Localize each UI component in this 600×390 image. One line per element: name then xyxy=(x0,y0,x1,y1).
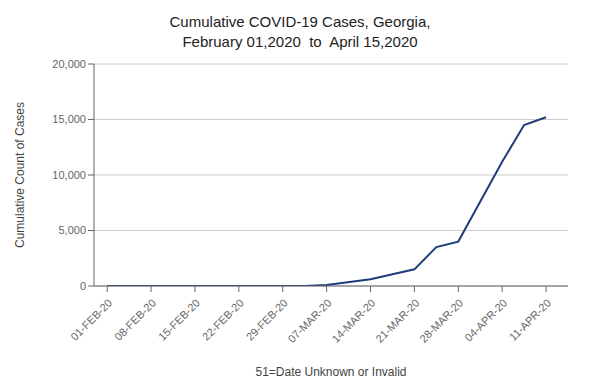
svg-text:20,000: 20,000 xyxy=(52,58,86,70)
svg-text:15,000: 15,000 xyxy=(52,113,86,125)
html-text:February 01,2020 to April 15,2: February 01,2020 to April 15,2020 xyxy=(182,33,418,50)
svg-text:51=Date Unknown or Invalid: 51=Date Unknown or Invalid xyxy=(255,365,406,379)
svg-text:01-FEB-20: 01-FEB-20 xyxy=(68,297,114,343)
svg-text:29-FEB-20: 29-FEB-20 xyxy=(244,297,290,343)
svg-text:14-MAR-20: 14-MAR-20 xyxy=(329,297,377,345)
svg-text:07-MAR-20: 07-MAR-20 xyxy=(285,297,333,345)
svg-text:22-FEB-20: 22-FEB-20 xyxy=(200,297,246,343)
svg-text:04-APR-20: 04-APR-20 xyxy=(462,297,509,344)
html-text:Cumulative COVID-19 Cases, Geo: Cumulative COVID-19 Cases, Georgia, xyxy=(169,13,431,30)
svg-text:5,000: 5,000 xyxy=(58,224,86,236)
svg-text:Cumulative Count of Cases: Cumulative Count of Cases xyxy=(13,102,27,248)
svg-text:11-APR-20: 11-APR-20 xyxy=(507,297,553,343)
svg-text:10,000: 10,000 xyxy=(52,169,86,181)
svg-text:08-FEB-20: 08-FEB-20 xyxy=(112,297,158,343)
svg-text:28-MAR-20: 28-MAR-20 xyxy=(417,297,465,345)
svg-text:15-FEB-20: 15-FEB-20 xyxy=(156,297,202,343)
svg-text:0: 0 xyxy=(80,280,86,292)
svg-text:21-MAR-20: 21-MAR-20 xyxy=(373,297,421,345)
